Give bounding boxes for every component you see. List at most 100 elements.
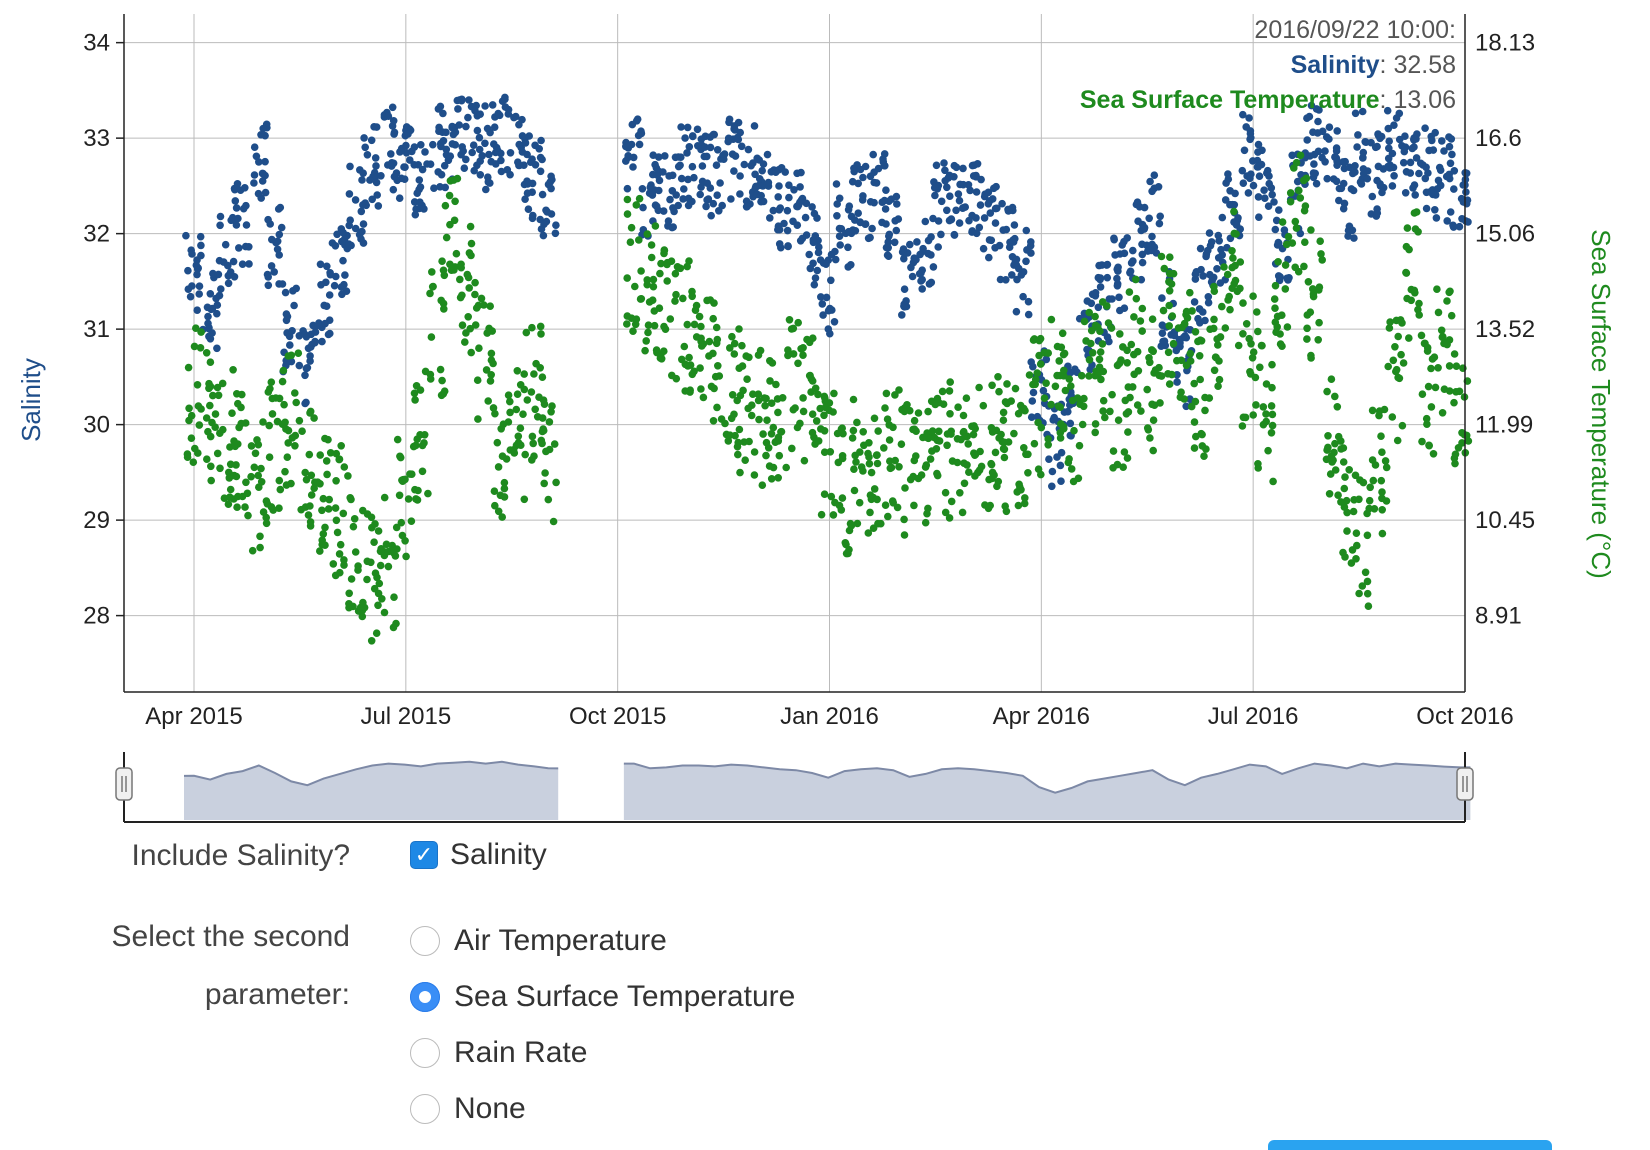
temperature-point — [881, 386, 903, 521]
salinity-point — [457, 95, 482, 175]
range-handle-left[interactable] — [115, 767, 133, 801]
y-right-tick-label: 13.52 — [1475, 316, 1535, 343]
temperature-point — [979, 373, 1003, 513]
legend-temperature-name: Sea Surface Temperature — [1080, 86, 1380, 114]
temperature-point — [1384, 316, 1408, 445]
y-right-tick-label: 16.6 — [1475, 125, 1522, 152]
temperature-point — [263, 377, 287, 514]
radio-sea-surface-temperature[interactable] — [410, 982, 440, 1012]
radio-none[interactable] — [410, 1094, 440, 1124]
radio-label-air-temperature[interactable]: Air Temperature — [454, 924, 667, 957]
temperature-point — [458, 222, 481, 357]
salinity-point — [536, 153, 560, 240]
salinity-temperature-chart[interactable]: 28 29 30 31 32 33 34 8.91 10.45 11.99 13.52 15.06 16… — [0, 0, 1650, 830]
second-parameter-label-line2: parameter: — [204, 978, 350, 1011]
y-left-tick-label: 28 — [83, 603, 110, 630]
temperature-point — [1286, 151, 1311, 276]
salinity-point — [1400, 130, 1423, 199]
radio-option-sea-surface-temperature[interactable]: Sea Surface Temperature — [410, 972, 795, 1022]
temperature-point — [1143, 315, 1164, 455]
salinity-point — [688, 125, 710, 211]
salinity-point — [311, 260, 335, 346]
temperature-point — [1270, 218, 1293, 351]
temperature-point — [214, 366, 238, 509]
temperature-point — [800, 334, 824, 465]
salinity-point — [898, 238, 921, 319]
temperature-point — [376, 493, 400, 632]
salinity-checkbox-option[interactable]: ✓ Salinity — [410, 830, 547, 880]
radio-rain-rate[interactable] — [410, 1038, 440, 1068]
x-tick-label: Jul 2016 — [1208, 703, 1299, 730]
temperature-point — [1238, 292, 1262, 430]
temperature-point — [1223, 207, 1245, 350]
salinity-point — [671, 123, 694, 210]
temperature-point — [1322, 375, 1343, 500]
salinity-point — [1173, 325, 1197, 411]
temperature-point — [1011, 371, 1034, 510]
legend-datetime: 2016/09/22 10:00: — [1254, 16, 1456, 44]
range-selector-mini-plot — [184, 761, 1471, 820]
temperature-point — [1402, 208, 1423, 342]
temperature-point — [392, 435, 416, 561]
salinity-point — [1383, 106, 1408, 190]
salinity-point — [1432, 133, 1456, 225]
salinity-point — [490, 93, 513, 176]
salinity-checkbox-label[interactable]: Salinity — [450, 838, 547, 871]
salinity-point — [1238, 110, 1262, 197]
range-selector[interactable] — [115, 752, 1474, 823]
radio-label-none[interactable]: None — [454, 1092, 526, 1125]
y-axis-left-title: Salinity — [16, 358, 46, 442]
radio-air-temperature[interactable] — [410, 926, 440, 956]
y-left-tick-label: 34 — [83, 30, 110, 57]
salinity-point — [964, 160, 985, 238]
salinity-point — [377, 103, 401, 194]
temperature-point — [1254, 341, 1277, 486]
temperature-point — [784, 316, 808, 453]
salinity-point — [214, 212, 239, 300]
salinity-point — [654, 152, 678, 232]
radio-option-rain-rate[interactable]: Rain Rate — [410, 1028, 587, 1078]
radio-label-rain-rate[interactable]: Rain Rate — [454, 1036, 588, 1069]
range-handle-right[interactable] — [1456, 767, 1474, 801]
temperature-point — [735, 341, 759, 479]
salinity-point — [523, 132, 545, 223]
temperature-point — [686, 287, 708, 402]
salinity-point — [199, 269, 222, 353]
y-left-tick-label: 30 — [83, 412, 110, 439]
salinity-point — [1318, 123, 1343, 205]
temperature-point — [754, 346, 776, 490]
temperature-point — [1205, 263, 1230, 402]
temperature-point — [1450, 350, 1473, 468]
range-selector-mini-line — [183, 760, 1471, 794]
radio-label-sea-surface-temperature[interactable]: Sea Surface Temperature — [454, 980, 796, 1013]
legend-salinity-name: Salinity — [1291, 51, 1380, 79]
x-tick-label: Apr 2016 — [993, 703, 1090, 730]
temperature-point — [897, 401, 920, 539]
salinity-checkbox[interactable]: ✓ — [410, 841, 438, 869]
radio-option-air-temperature[interactable]: Air Temperature — [410, 916, 667, 966]
legend-temperature-value: : 13.06 — [1380, 86, 1456, 114]
x-tick-label: Apr 2015 — [145, 703, 242, 730]
y-right-tick-label: 15.06 — [1475, 221, 1535, 248]
y-left-tick-label: 31 — [83, 316, 110, 343]
salinity-point — [360, 123, 383, 210]
temperature-point — [865, 414, 888, 532]
salinity-point — [230, 180, 253, 269]
y-left-tick-label: 33 — [83, 125, 110, 152]
temperature-point — [946, 378, 970, 517]
temperature-point — [426, 257, 449, 400]
legend-temperature-row: Sea Surface Temperature: 13.06 — [1080, 86, 1456, 114]
temperature-point — [1092, 298, 1116, 422]
x-tick-label: Oct 2015 — [569, 703, 666, 730]
temperature-point — [703, 296, 726, 425]
radio-option-none[interactable]: None — [410, 1084, 526, 1134]
salinity-point — [979, 182, 1001, 262]
temperature-point — [490, 391, 514, 521]
salinity-point — [736, 122, 760, 211]
salinity-point — [719, 115, 743, 203]
submit-button-partial[interactable] — [1268, 1140, 1552, 1150]
temperature-point — [817, 389, 839, 519]
salinity-point — [442, 96, 465, 183]
temperature-point — [1368, 405, 1391, 538]
salinity-point — [475, 101, 498, 194]
